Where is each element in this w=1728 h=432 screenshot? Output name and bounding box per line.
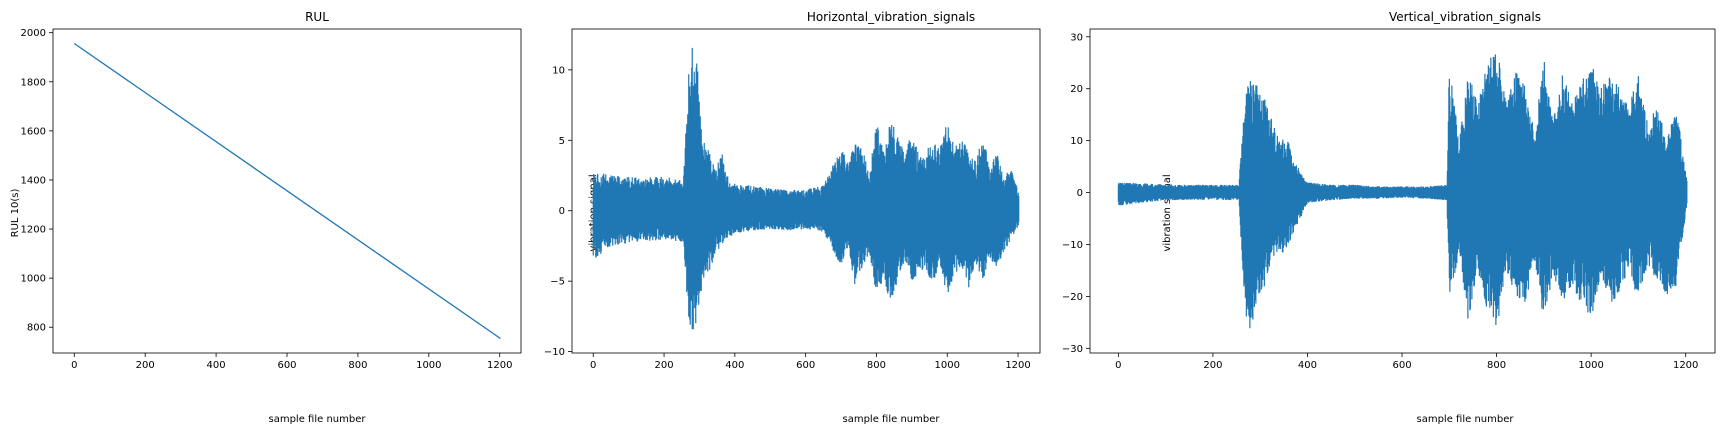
vertical-vibration-y-tick-label: −20 <box>1062 292 1083 303</box>
rul-x-tick-label: 600 <box>277 360 296 371</box>
horizontal-vibration-y-tick-label: 10 <box>552 65 565 76</box>
horizontal-vibration-chart: Horizontal_vibration_signals sample file… <box>544 10 1041 425</box>
vertical-vibration-x-tick-label: 0 <box>1115 360 1121 371</box>
vertical-vibration-y-tick-label: 0 <box>1077 188 1083 199</box>
rul-chart: RUL sample file number RUL 10(s) 0 200 400… <box>10 10 522 425</box>
horizontal-vibration-y-tick-label: −5 <box>550 277 565 288</box>
vertical-vibration-chart-ylabel: vibration signal <box>1162 174 1173 251</box>
vertical-vibration-x-tick-label: 200 <box>1203 360 1222 371</box>
rul-y-tick-label: 1600 <box>21 126 46 137</box>
horizontal-vibration-x-tick-label: 0 <box>590 360 596 371</box>
horizontal-vibration-x-tick-label: 1000 <box>935 360 960 371</box>
rul-x-tick-label: 400 <box>207 360 226 371</box>
vertical-vibration-series-line <box>1117 54 1688 329</box>
horizontal-vibration-chart-title: Horizontal_vibration_signals <box>807 10 975 24</box>
horizontal-vibration-y-tick-label: 5 <box>559 136 565 147</box>
rul-y-tick-label: 800 <box>27 323 46 334</box>
vertical-vibration-data <box>1117 54 1688 329</box>
horizontal-vibration-chart-xlabel: sample file number <box>843 414 941 425</box>
vertical-vibration-axes-frame <box>1089 28 1716 354</box>
rul-chart-ylabel: RUL 10(s) <box>10 189 21 238</box>
horizontal-vibration-x-tick-label: 800 <box>867 360 886 371</box>
horizontal-vibration-y-tick-label: 0 <box>559 206 565 217</box>
rul-chart-title: RUL <box>305 10 329 24</box>
vertical-vibration-x-tick-label: 800 <box>1487 360 1506 371</box>
horizontal-vibration-x-tick-label: 1200 <box>1005 360 1030 371</box>
horizontal-vibration-series-line <box>592 47 1020 330</box>
rul-plot-area: 0 200 400 600 800 1000 1200 800 1000 1200 1400 1600… <box>21 28 522 371</box>
rul-x-tick-label: 200 <box>136 360 155 371</box>
vertical-vibration-x-tick-label: 1200 <box>1673 360 1698 371</box>
horizontal-vibration-plot-area: 0 200 400 600 800 1000 1200 −10 −5 0 5 10 <box>544 28 1041 371</box>
rul-x-tick-label: 1200 <box>487 360 512 371</box>
vertical-vibration-chart: Vertical_vibration_signals sample file n… <box>1062 10 1716 425</box>
horizontal-vibration-data <box>592 47 1020 330</box>
vertical-vibration-y-tick-label: −30 <box>1062 344 1083 355</box>
vertical-vibration-x-tick-label: 400 <box>1298 360 1317 371</box>
vertical-vibration-plot-area: 0 200 400 600 800 1000 1200 −30 −20 −10 0 10 20 30 <box>1062 28 1716 371</box>
vertical-vibration-y-tick-label: 20 <box>1070 84 1083 95</box>
rul-chart-xlabel: sample file number <box>269 414 367 425</box>
vertical-vibration-chart-title: Vertical_vibration_signals <box>1389 10 1541 24</box>
vertical-vibration-y-tick-label: 10 <box>1070 136 1083 147</box>
vertical-vibration-x-tick-label: 600 <box>1392 360 1411 371</box>
rul-x-tick-label: 800 <box>348 360 367 371</box>
rul-y-tick-label: 1000 <box>21 274 46 285</box>
vertical-vibration-chart-xlabel: sample file number <box>1417 414 1515 425</box>
vertical-vibration-y-tick-label: −10 <box>1062 240 1083 251</box>
rul-x-tick-label: 1000 <box>416 360 441 371</box>
vertical-vibration-x-tick-label: 1000 <box>1578 360 1603 371</box>
horizontal-vibration-y-tick-label: −10 <box>544 347 565 358</box>
rul-series-line <box>73 42 501 340</box>
horizontal-vibration-x-tick-label: 600 <box>796 360 815 371</box>
rul-data <box>73 42 501 340</box>
rul-y-tick-label: 1800 <box>21 77 46 88</box>
rul-x-tick-label: 0 <box>71 360 77 371</box>
vertical-vibration-y-tick-label: 30 <box>1070 32 1083 43</box>
horizontal-vibration-x-tick-label: 200 <box>654 360 673 371</box>
horizontal-vibration-x-tick-label: 400 <box>725 360 744 371</box>
rul-y-tick-label: 1400 <box>21 175 46 186</box>
rul-y-tick-label: 2000 <box>21 28 46 39</box>
rul-y-tick-label: 1200 <box>21 225 46 236</box>
